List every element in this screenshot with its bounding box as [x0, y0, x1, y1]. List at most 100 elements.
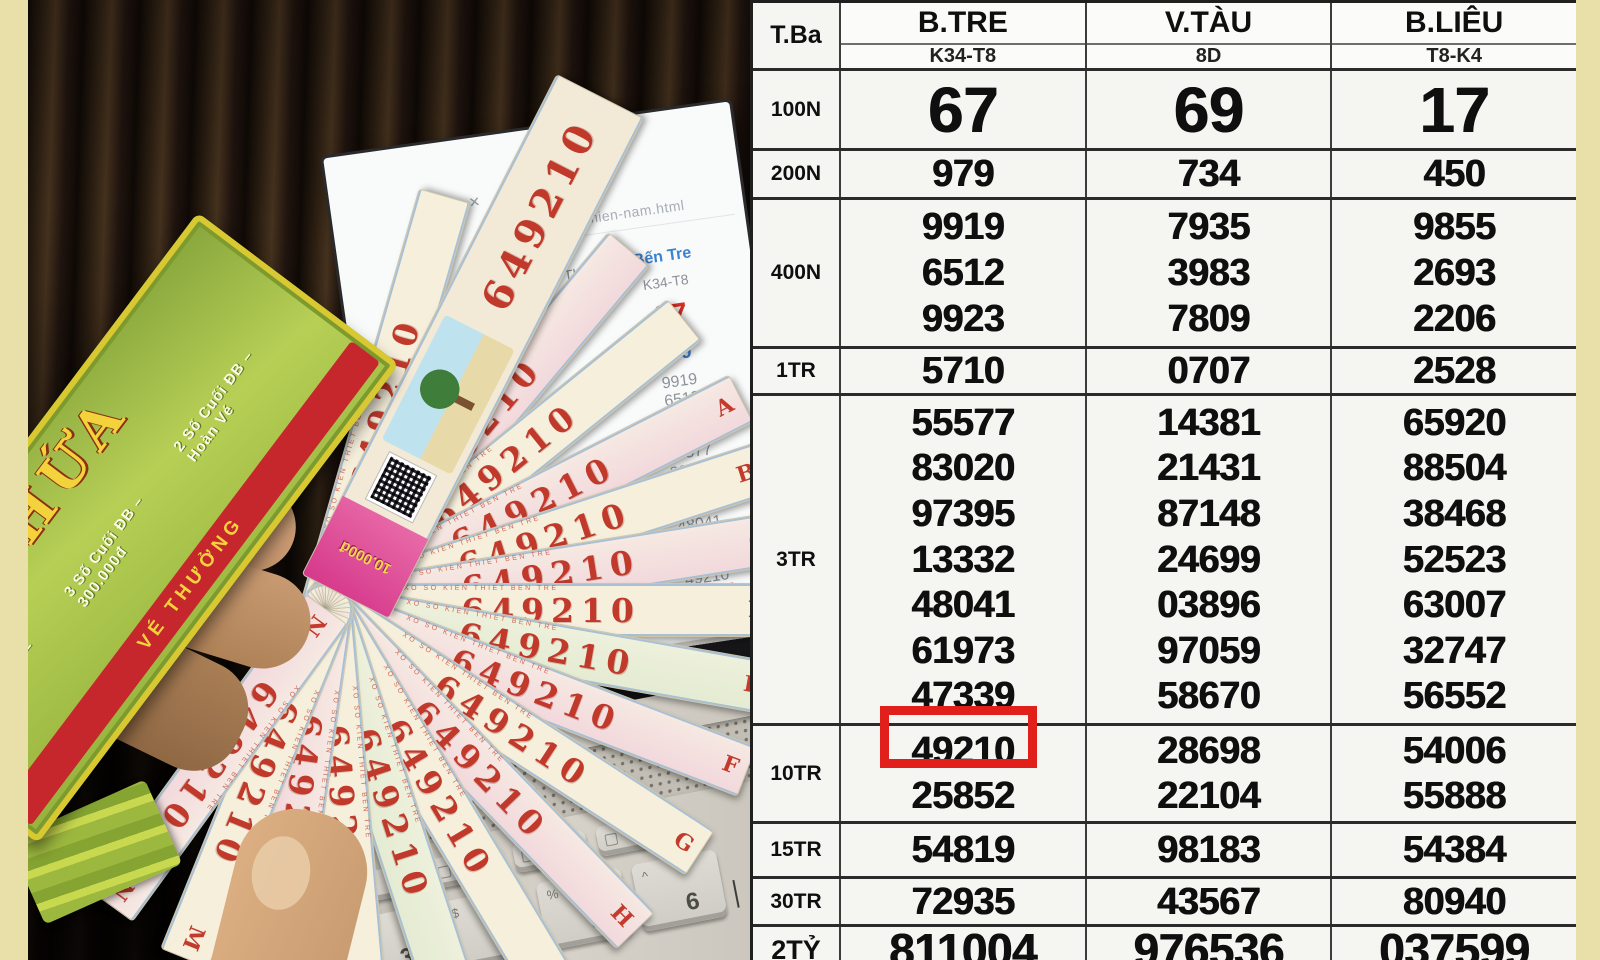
- prize-values-cell: 734: [1087, 151, 1333, 197]
- prize-number: 037599: [1378, 924, 1530, 960]
- prize-number: 43567: [1156, 880, 1261, 923]
- prize-number: 28698: [1156, 730, 1261, 773]
- ticket-series-letter: E: [741, 670, 750, 700]
- prize-label: 2TỶ: [753, 927, 841, 960]
- prize-label: 10TR: [753, 726, 841, 821]
- prize-row: 200N 979 734 450: [753, 148, 1576, 197]
- prize-number: 88504: [1402, 447, 1507, 490]
- prize-label: 200N: [753, 151, 841, 197]
- prize-number: 52523: [1402, 538, 1507, 581]
- prize-number: 734: [1177, 153, 1240, 195]
- prize-number: 67: [927, 73, 999, 146]
- prize-label: 100N: [753, 71, 841, 148]
- prize-number: 24699: [1156, 538, 1261, 581]
- prize-values-cell: 0707: [1087, 349, 1333, 393]
- table-header: T.Ba B.TRE K34-T8 V.TÀU 8D B.LIÊU T8-K4: [753, 3, 1577, 68]
- ticket-series-letter: [669, 321, 683, 332]
- prize-values-cell: 2528: [1332, 349, 1576, 393]
- prize-values-cell: 28698 22104: [1087, 726, 1333, 821]
- prize-number: 0707: [1167, 350, 1250, 392]
- province-column-header: B.LIÊU T8-K4: [1332, 3, 1577, 68]
- day-column-header: T.Ba: [753, 3, 841, 68]
- prize-number: 54384: [1402, 829, 1507, 871]
- province-column-header: B.TRE K34-T8: [841, 3, 1087, 68]
- province-name: B.TRE: [841, 3, 1085, 45]
- prize-number: 2206: [1412, 298, 1496, 340]
- prize-number: 811004: [888, 924, 1037, 960]
- prize-values-cell: 450: [1332, 151, 1576, 197]
- prize-label: 400N: [753, 200, 841, 346]
- prize-values-cell: 69: [1087, 71, 1333, 148]
- province-name: B.LIÊU: [1332, 3, 1577, 45]
- prize-values-cell: 54819: [841, 824, 1087, 876]
- prize-number: 56552: [1402, 675, 1507, 718]
- prize-values-cell: 72935: [841, 879, 1087, 924]
- prize-number: 61973: [911, 629, 1015, 672]
- prize-number: 97395: [911, 492, 1015, 535]
- prize-number: 6512: [921, 252, 1005, 294]
- province-code: 8D: [1195, 45, 1222, 67]
- prize-number: 80940: [1402, 880, 1507, 923]
- prize-number: 979: [931, 153, 994, 195]
- prize-number: 17: [1419, 73, 1490, 146]
- prize-number: 9923: [921, 298, 1005, 340]
- prize-number: 25852: [911, 774, 1015, 817]
- prize-row: 100N 67 69 17: [753, 68, 1576, 148]
- ticket-series-letter: D: [739, 597, 750, 623]
- prize-values-cell: 49210 25852: [841, 726, 1087, 821]
- photo-panel: ✕ + truc-tiep-xo-so-mien-nam.html ♥ Thứ …: [28, 0, 750, 960]
- prize-number: 3983: [1167, 252, 1250, 294]
- prize-values-cell: 67: [841, 71, 1087, 148]
- prize-row: 1TR 5710 0707 2528: [753, 346, 1576, 393]
- lottery-ticket-fan: XỔ SỐ KIẾN THIẾT BẾN TRE 649210 10.000đ 649…: [28, 0, 750, 960]
- prize-values-cell: 55577 83020 97395 13332 48041 61973 47339: [841, 396, 1087, 723]
- prize-values-cell: 811004: [841, 927, 1087, 960]
- prize-number: 22104: [1156, 774, 1261, 817]
- prize-row: 10TR 49210 25852 28698 22104 54006 55888: [753, 723, 1576, 821]
- prize-number: 83020: [911, 447, 1015, 490]
- prize-values-cell: 9919 6512 9923: [841, 200, 1087, 346]
- prize-number: 2528: [1412, 350, 1496, 392]
- prize-row: 400N 9919 6512 9923 7935 3983 7809 9855 2693 2206: [753, 197, 1576, 346]
- prize-number: 69: [1173, 73, 1244, 146]
- prize-label: 1TR: [753, 349, 841, 393]
- prize-values-cell: 17: [1332, 71, 1576, 148]
- prize-number: 48041: [911, 584, 1015, 627]
- ticket-series-letter: [440, 197, 445, 214]
- prize-values-cell: 54384: [1332, 824, 1576, 876]
- prize-row: 30TR 72935 43567 80940: [753, 876, 1576, 924]
- prize-number: 9855: [1412, 206, 1496, 248]
- province-code: K34-T8: [929, 45, 997, 67]
- prize-values-cell: 9855 2693 2206: [1332, 200, 1576, 346]
- prize-number: 98183: [1156, 829, 1261, 871]
- prize-label: 15TR: [753, 824, 841, 876]
- prize-label: 30TR: [753, 879, 841, 924]
- ticket-issuer-line: XỔ SỐ KIẾN THIẾT BẾN TRE: [404, 585, 559, 592]
- prize-number: 65920: [1402, 401, 1507, 444]
- prize-values-cell: 5710: [841, 349, 1087, 393]
- prize-number: 7809: [1167, 298, 1250, 340]
- ticket-series-letter: [617, 250, 629, 264]
- prize-label: 3TR: [753, 396, 841, 723]
- prize-row: 2TỶ 811004 976536 037599: [753, 924, 1576, 960]
- prize-number: 32747: [1402, 629, 1507, 672]
- prize-number: 5710: [921, 350, 1005, 392]
- prize-number: 21431: [1156, 447, 1261, 490]
- prize-number: 9919: [921, 206, 1005, 248]
- prize-row: 15TR 54819 98183 54384: [753, 821, 1576, 876]
- prize-number: 976536: [1133, 924, 1284, 960]
- prize-number: 63007: [1402, 584, 1507, 627]
- results-table: T.Ba B.TRE K34-T8 V.TÀU 8D B.LIÊU T8-K4 …: [750, 0, 1577, 960]
- prize-values-cell: 54006 55888: [1332, 726, 1576, 821]
- prize-number: 2693: [1412, 252, 1496, 294]
- ticket-price: 10.000đ: [337, 536, 394, 577]
- prize-number: 55888: [1402, 774, 1507, 817]
- prize-number: 54819: [911, 829, 1015, 871]
- prize-values-cell: 976536: [1087, 927, 1333, 960]
- prize-values-cell: 979: [841, 151, 1087, 197]
- prize-number: 72935: [911, 880, 1015, 923]
- prize-number: 55577: [911, 401, 1015, 444]
- ticket-series-letter: F: [718, 750, 743, 781]
- prize-values-cell: 14381 21431 87148 24699 03896 97059 58670: [1087, 396, 1333, 723]
